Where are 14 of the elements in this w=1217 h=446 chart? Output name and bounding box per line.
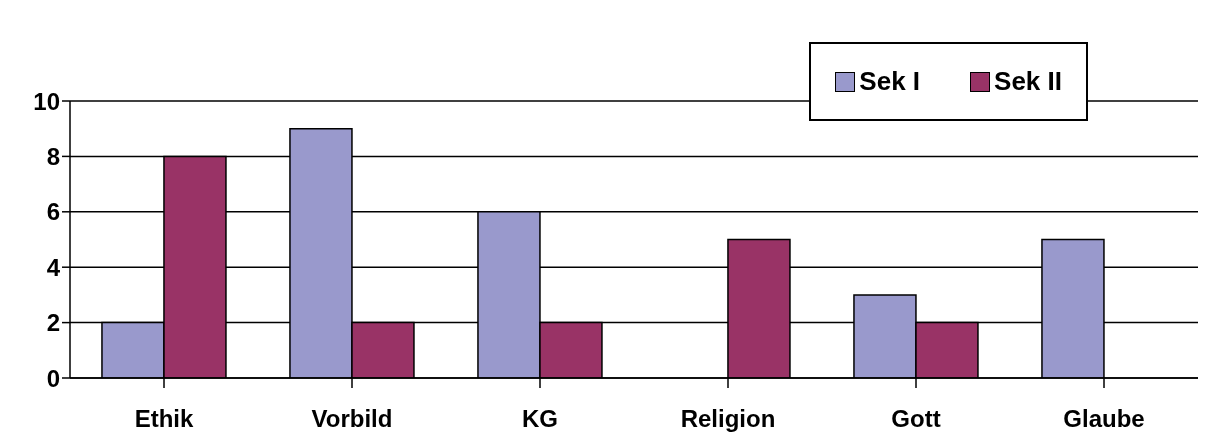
y-tick-label: 0 — [46, 364, 60, 392]
x-tick-label: Ethik — [134, 405, 194, 433]
legend-label: Sek II — [993, 66, 1062, 97]
y-tick-label: 10 — [33, 87, 60, 115]
x-tick-label: Religion — [680, 405, 776, 433]
x-tick-label: Gott — [891, 405, 941, 433]
y-tick-label: 4 — [46, 253, 61, 281]
y-tick-label: 2 — [46, 309, 60, 337]
y-tick-label: 6 — [46, 198, 60, 226]
x-tick-label: KG — [522, 405, 558, 433]
x-tick-label: Vorbild — [311, 405, 393, 433]
legend-label: Sek I — [858, 66, 921, 97]
y-tick-label: 8 — [46, 142, 60, 170]
x-tick-label: Glaube — [1063, 405, 1145, 433]
